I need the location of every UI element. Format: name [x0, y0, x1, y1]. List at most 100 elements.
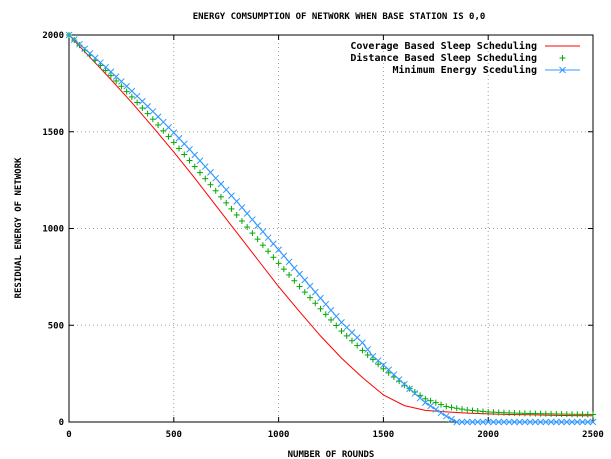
- data-point: [348, 329, 356, 336]
- data-point: [170, 139, 177, 146]
- data-point: [97, 62, 104, 69]
- data-point: [186, 146, 193, 153]
- data-point: [123, 82, 130, 90]
- data-point: [128, 87, 136, 95]
- data-point: [500, 409, 507, 416]
- data-point: [290, 264, 298, 272]
- x-tick-label: 0: [66, 430, 71, 440]
- data-point: [332, 312, 340, 320]
- data-point: [505, 418, 513, 426]
- data-point: [511, 418, 518, 426]
- data-point: [228, 205, 235, 212]
- data-point: [469, 407, 476, 414]
- data-point: [506, 409, 513, 416]
- data-point: [291, 277, 298, 284]
- data-point: [385, 366, 392, 374]
- data-point: [380, 365, 387, 372]
- data-point: [296, 270, 303, 278]
- data-point: [107, 72, 114, 79]
- data-point: [149, 116, 156, 123]
- data-point: [380, 361, 387, 369]
- data-point: [128, 93, 135, 100]
- data-point: [139, 105, 146, 112]
- data-point: [563, 411, 570, 418]
- data-point: [160, 127, 167, 134]
- data-point: [490, 418, 497, 426]
- legend-label: Distance Based Sleep Scheduling: [350, 52, 537, 64]
- data-point: [432, 399, 439, 406]
- x-tick-label: 1000: [268, 430, 290, 440]
- data-point: [154, 113, 162, 121]
- data-point: [307, 294, 314, 301]
- data-point: [306, 282, 314, 290]
- x-axis-label: NUMBER OF ROUNDS: [288, 450, 375, 459]
- data-point: [249, 216, 256, 223]
- data-point: [526, 418, 534, 426]
- data-point: [547, 418, 555, 426]
- data-point: [244, 224, 251, 231]
- data-point: [442, 412, 450, 420]
- x-tick-label: 2500: [582, 430, 604, 440]
- data-point: [286, 271, 293, 278]
- data-point: [238, 218, 245, 225]
- data-point: [275, 260, 282, 267]
- data-point: [113, 77, 120, 84]
- data-point: [584, 411, 591, 418]
- data-point: [264, 234, 272, 242]
- data-point: [217, 180, 225, 188]
- data-point: [112, 73, 120, 80]
- data-point: [369, 356, 376, 363]
- data-point: [176, 145, 183, 152]
- series-2: [66, 32, 596, 418]
- data-point: [484, 418, 492, 426]
- data-point: [348, 337, 355, 344]
- data-point: [516, 418, 523, 426]
- data-point: [432, 406, 440, 413]
- data-point: [552, 418, 560, 426]
- data-point: [532, 410, 539, 417]
- data-point: [118, 78, 125, 85]
- data-point: [369, 352, 377, 360]
- data-point: [317, 294, 324, 302]
- data-point: [558, 411, 565, 418]
- data-point: [374, 357, 382, 364]
- data-point: [149, 108, 157, 115]
- data-point: [196, 157, 204, 165]
- data-point: [338, 328, 345, 335]
- grid-lines: [69, 35, 593, 422]
- data-point: [322, 300, 330, 308]
- data-point: [285, 258, 293, 266]
- data-point: [270, 254, 277, 261]
- data-point: [527, 410, 534, 417]
- legend-marker: [559, 55, 566, 61]
- data-point: [165, 133, 172, 140]
- data-point: [165, 124, 172, 131]
- data-point: [353, 334, 361, 341]
- legend: Coverage Based Sleep SchedulingDistance …: [350, 40, 580, 76]
- data-point: [537, 410, 544, 417]
- data-point: [542, 410, 549, 417]
- data-point: [532, 418, 539, 426]
- data-point: [254, 236, 261, 243]
- data-point: [495, 418, 503, 426]
- data-point: [222, 186, 230, 194]
- data-point: [537, 418, 544, 426]
- data-point: [584, 418, 592, 426]
- data-point: [453, 405, 460, 412]
- data-point: [259, 228, 267, 235]
- data-point: [390, 371, 398, 378]
- y-tick-label: 1000: [42, 225, 64, 235]
- data-point: [212, 174, 220, 182]
- data-point: [569, 411, 576, 418]
- data-point: [228, 192, 235, 199]
- data-point: [589, 418, 597, 426]
- data-point: [479, 408, 486, 415]
- data-point: [238, 204, 246, 211]
- data-point: [333, 322, 340, 329]
- data-point: [579, 418, 586, 426]
- data-point: [563, 418, 571, 426]
- data-point: [516, 410, 523, 417]
- data-point: [464, 407, 471, 414]
- data-point: [155, 121, 162, 128]
